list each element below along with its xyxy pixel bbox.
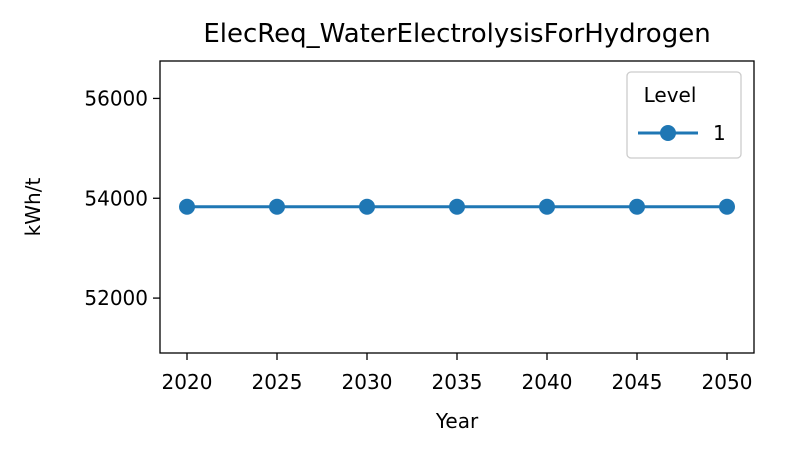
legend-series-label: 1 bbox=[713, 121, 726, 145]
legend: Level 1 bbox=[626, 71, 742, 159]
data-point bbox=[179, 198, 195, 215]
y-tick-label: 56000 bbox=[84, 86, 148, 110]
data-point bbox=[359, 198, 375, 215]
chart-title: ElecReq_WaterElectrolysisForHydrogen bbox=[203, 19, 710, 49]
y-axis: 52000 54000 56000 bbox=[84, 86, 160, 310]
y-tick-label: 54000 bbox=[84, 186, 148, 210]
legend-title: Level bbox=[644, 83, 697, 107]
x-tick-label: 2030 bbox=[342, 370, 393, 394]
data-point bbox=[719, 198, 735, 215]
y-axis-label: kWh/t bbox=[21, 178, 45, 237]
x-tick-label: 2040 bbox=[522, 370, 573, 394]
data-point bbox=[539, 198, 555, 215]
x-tick-label: 2050 bbox=[702, 370, 753, 394]
x-tick-label: 2020 bbox=[162, 370, 213, 394]
x-axis: 2020 2025 2030 2035 2040 2045 2050 bbox=[162, 353, 753, 394]
x-axis-label: Year bbox=[435, 409, 479, 433]
legend-marker-swatch bbox=[660, 125, 676, 141]
legend-box bbox=[626, 71, 742, 159]
x-tick-label: 2045 bbox=[612, 370, 663, 394]
data-point bbox=[449, 198, 465, 215]
x-tick-label: 2035 bbox=[432, 370, 483, 394]
data-point bbox=[629, 198, 645, 215]
data-point bbox=[269, 198, 285, 215]
x-tick-label: 2025 bbox=[252, 370, 303, 394]
series-layer bbox=[179, 198, 735, 215]
plot-frame bbox=[159, 60, 755, 354]
y-tick-label: 52000 bbox=[84, 286, 148, 310]
